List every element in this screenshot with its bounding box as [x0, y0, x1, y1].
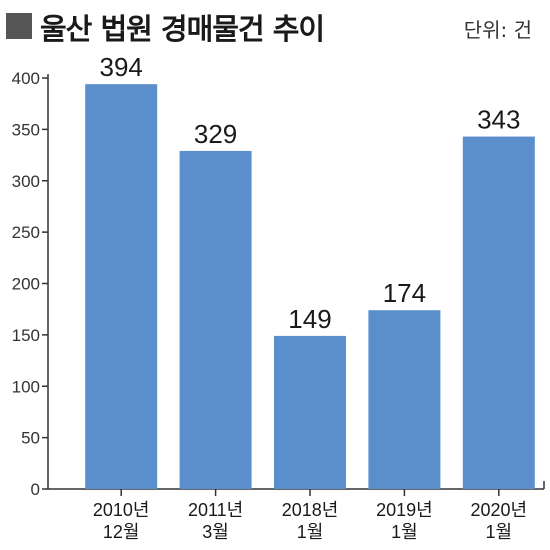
x-tick-label: 3월 — [202, 522, 229, 542]
title-square-icon — [6, 13, 32, 39]
y-tick-label: 200 — [12, 275, 40, 294]
chart-header: 울산 법원 경매물건 추이 단위: 건 — [0, 0, 550, 52]
data-label: 174 — [383, 278, 426, 308]
data-label: 343 — [477, 105, 520, 135]
x-tick-label: 2011년 — [188, 500, 243, 520]
y-tick-label: 50 — [21, 429, 40, 448]
x-tick-label: 1월 — [486, 522, 513, 542]
x-tick-label: 2010년 — [93, 500, 150, 520]
data-label: 329 — [194, 119, 237, 149]
x-tick-label: 2019년 — [376, 500, 433, 520]
x-tick-label: 1월 — [297, 522, 324, 542]
y-tick-label: 100 — [12, 377, 40, 396]
chart-title: 울산 법원 경매물건 추이 — [40, 12, 325, 46]
bar — [462, 136, 535, 489]
y-tick-label: 300 — [12, 172, 40, 191]
y-tick-label: 0 — [31, 480, 40, 499]
bar — [368, 310, 441, 489]
x-tick-label: 2018년 — [282, 500, 339, 520]
bar — [179, 150, 252, 489]
x-tick-label: 1월 — [391, 522, 418, 542]
y-tick-label: 150 — [12, 326, 40, 345]
y-tick-label: 350 — [12, 120, 40, 139]
y-tick-label: 250 — [12, 223, 40, 242]
bar — [274, 335, 346, 489]
x-tick-label: 12월 — [103, 522, 140, 542]
y-tick-label: 400 — [12, 69, 40, 88]
data-label: 394 — [100, 52, 143, 82]
x-tick-label: 2020년 — [470, 500, 527, 520]
unit-label: 단위: 건 — [463, 18, 532, 42]
bar — [85, 84, 158, 489]
data-label: 149 — [288, 304, 331, 334]
